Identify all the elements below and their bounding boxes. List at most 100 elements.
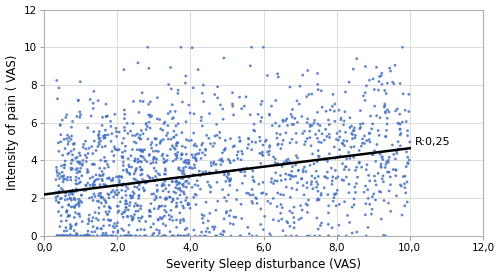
Point [166, 147, 174, 152]
Point [62, 191, 70, 195]
Point [396, 144, 404, 148]
Point [74, 200, 82, 204]
Point [173, 140, 181, 145]
Point [174, 141, 182, 145]
Point [216, 232, 224, 236]
Point [146, 214, 154, 218]
Point [152, 227, 160, 232]
Point [188, 153, 196, 157]
Point [270, 155, 278, 159]
Point [62, 137, 70, 141]
Point [370, 148, 378, 153]
Point [56, 234, 64, 238]
Point [118, 227, 126, 231]
Point [124, 131, 132, 136]
Point [314, 110, 322, 114]
Point [71, 204, 79, 209]
Point [375, 79, 383, 84]
Point [222, 209, 230, 214]
Point [130, 204, 138, 209]
Point [306, 123, 314, 127]
Point [76, 153, 84, 158]
Point [180, 192, 188, 196]
Point [136, 159, 143, 163]
Point [218, 169, 226, 174]
Point [324, 222, 332, 227]
Point [366, 202, 374, 207]
Point [136, 133, 144, 137]
Point [305, 92, 313, 97]
Point [129, 189, 137, 194]
Point [154, 218, 162, 222]
Point [362, 184, 370, 188]
Point [54, 234, 62, 238]
Point [73, 114, 81, 119]
Point [74, 99, 82, 103]
Point [395, 121, 403, 126]
Point [116, 200, 124, 204]
Point [273, 131, 281, 135]
Point [102, 201, 110, 205]
Point [160, 172, 168, 176]
Point [68, 158, 76, 162]
Point [250, 128, 258, 132]
Point [193, 179, 201, 183]
Point [162, 172, 170, 176]
Point [103, 212, 111, 217]
Point [169, 159, 177, 163]
Point [160, 160, 168, 165]
Point [224, 172, 232, 177]
Point [134, 61, 142, 65]
Point [186, 206, 194, 211]
Point [132, 141, 140, 145]
Point [356, 125, 364, 130]
Point [66, 213, 74, 218]
Point [329, 92, 337, 97]
Point [274, 191, 282, 195]
Point [136, 99, 144, 103]
Point [108, 178, 116, 183]
Point [160, 214, 168, 218]
Point [118, 175, 126, 179]
Point [87, 114, 95, 118]
Point [88, 195, 96, 199]
Point [183, 161, 191, 165]
Point [306, 129, 314, 134]
Point [145, 120, 153, 124]
Point [111, 112, 119, 116]
Point [303, 120, 311, 125]
Point [124, 170, 132, 175]
Point [65, 203, 73, 207]
Point [161, 179, 169, 184]
Point [324, 118, 332, 122]
Point [304, 198, 312, 202]
Point [156, 215, 164, 220]
Point [238, 106, 246, 111]
Point [168, 214, 175, 219]
Point [299, 73, 307, 77]
Point [126, 171, 134, 175]
Point [98, 169, 106, 174]
Point [362, 84, 370, 88]
Point [90, 183, 98, 188]
Point [148, 140, 156, 145]
Point [111, 147, 119, 151]
Point [403, 200, 411, 204]
Point [135, 135, 143, 140]
Point [144, 113, 152, 117]
Point [230, 144, 238, 148]
Point [283, 117, 291, 121]
Point [164, 190, 172, 194]
Point [141, 234, 149, 238]
Point [124, 214, 132, 219]
Point [150, 231, 158, 235]
Point [67, 137, 75, 142]
Point [202, 229, 210, 234]
Point [248, 148, 256, 152]
Point [194, 152, 202, 156]
Point [120, 210, 128, 215]
Point [220, 173, 228, 177]
Point [76, 151, 84, 155]
Point [112, 147, 120, 152]
Point [78, 193, 86, 197]
